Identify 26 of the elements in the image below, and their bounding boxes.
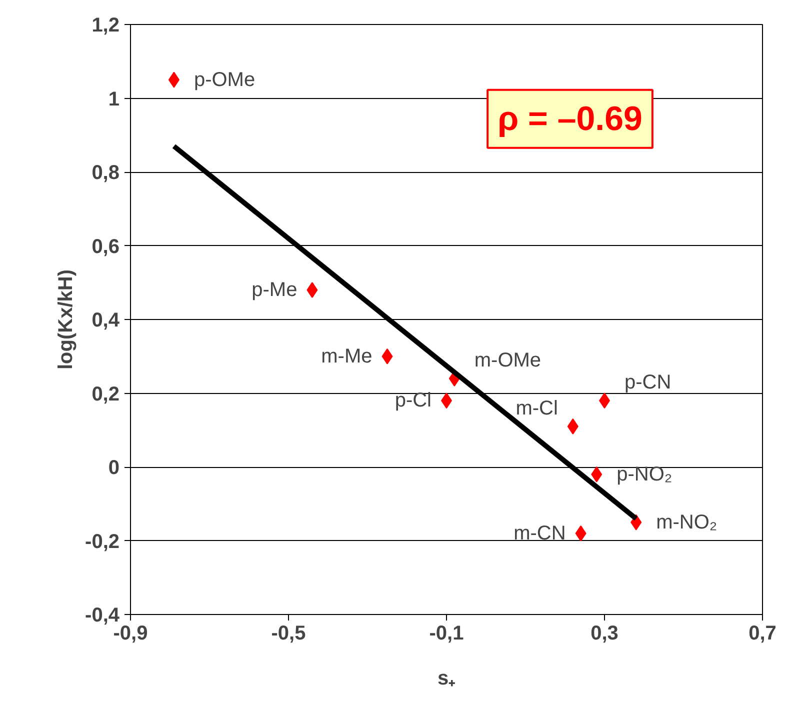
annotation: p-Me [252,279,298,301]
x-tick-label: -0,1 [429,622,464,644]
y-tick-label: 1 [108,88,120,110]
x-tick-label: 0,3 [590,622,618,644]
y-tick-label: 0,8 [92,162,120,184]
y-tick-label: -0,2 [85,530,120,553]
annotation: ρ = –0.69 [498,100,642,138]
annotation: p-OMe [194,68,256,91]
y-tick-label: 0 [108,457,120,479]
annotation: m-Me [321,345,372,368]
annotation: p-CN [624,372,672,394]
y-axis-title: log(Kx/kH) [55,270,78,370]
annotation: m-CN [514,522,566,544]
y-tick-label: 0,4 [92,310,120,332]
y-tick-label: 0,6 [92,236,120,258]
x-tick-label: 0,7 [748,622,776,644]
y-tick-label: 0,2 [92,383,120,406]
annotation: p-Cl [394,390,432,412]
annotation: m-Cl [516,397,558,420]
annotation: m-OMe [474,350,542,372]
y-tick-label: 1,2 [92,14,120,36]
x-axis-title: s₊ [437,668,456,690]
x-tick-label: -0,5 [271,622,306,644]
point [306,282,318,298]
annotation: m-NO₂ [656,511,718,534]
annotation: p-NO₂ [616,463,672,486]
